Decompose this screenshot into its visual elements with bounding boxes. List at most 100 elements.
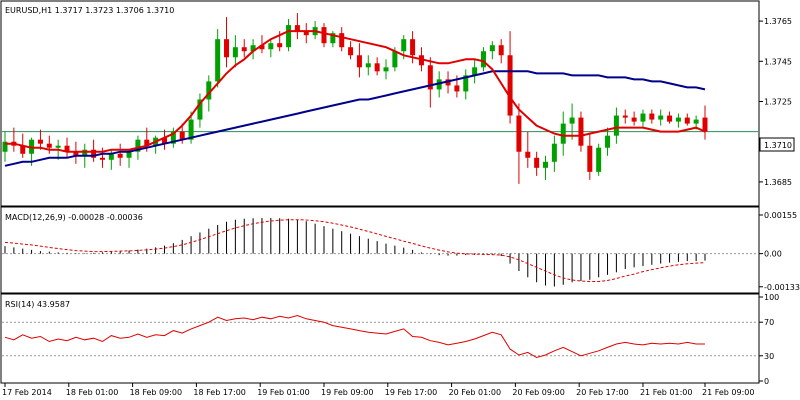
candle-body bbox=[303, 31, 309, 36]
candle-body bbox=[374, 63, 380, 72]
candle-body bbox=[356, 55, 362, 68]
current-price-tag bbox=[759, 137, 795, 152]
macd-signal-line bbox=[4, 219, 706, 282]
candle-body bbox=[649, 113, 655, 120]
x-axis-tick-label: 20 Feb 09:00 bbox=[512, 388, 564, 397]
candle-body bbox=[596, 147, 602, 172]
x-axis-tick-label: 21 Feb 09:00 bbox=[702, 388, 754, 397]
macd-axis-tick-label: 0.00 bbox=[764, 250, 782, 259]
rsi-header: RSI(14) 43.9587 bbox=[5, 300, 70, 309]
candle-body bbox=[658, 115, 664, 120]
candle-body bbox=[693, 119, 699, 124]
axes: 1.37651.37451.37251.37051.36850.001550.0… bbox=[2, 17, 800, 397]
candle-body bbox=[525, 151, 531, 158]
candle-body bbox=[161, 137, 167, 144]
x-axis-tick-label: 20 Feb 01:00 bbox=[449, 388, 501, 397]
candle-body bbox=[197, 99, 203, 120]
candle-body bbox=[427, 65, 433, 90]
candle-body bbox=[2, 141, 8, 152]
candle-body bbox=[498, 45, 504, 56]
x-axis-tick-label: 19 Feb 09:00 bbox=[321, 388, 373, 397]
symbol-header: EURUSD,H1 1.3717 1.3723 1.3706 1.3710 bbox=[5, 6, 174, 15]
price-series bbox=[2, 13, 758, 184]
candle-body bbox=[277, 43, 283, 48]
macd-axis-tick-label: -0.00133 bbox=[764, 283, 800, 292]
candle-body bbox=[383, 67, 389, 72]
candle-body bbox=[702, 117, 708, 132]
candle-body bbox=[135, 139, 141, 152]
x-axis-tick-label: 18 Feb 01:00 bbox=[66, 388, 118, 397]
x-axis-tick-label: 19 Feb 01:00 bbox=[257, 388, 309, 397]
candle-body bbox=[392, 51, 398, 68]
candle-body bbox=[454, 85, 460, 92]
candle-body bbox=[534, 157, 540, 168]
candle-body bbox=[605, 135, 611, 148]
x-axis-tick-label: 20 Feb 17:00 bbox=[576, 388, 628, 397]
candle-body bbox=[64, 145, 70, 152]
rsi-axis-tick-label: 100 bbox=[764, 293, 779, 302]
candle-body bbox=[241, 47, 247, 52]
candle-body bbox=[321, 27, 327, 44]
candle-body bbox=[684, 117, 690, 124]
candle-body bbox=[259, 45, 265, 50]
current-price-label: 1.3710 bbox=[764, 141, 792, 150]
x-axis-tick-label: 18 Feb 17:00 bbox=[193, 388, 245, 397]
candle-body bbox=[330, 33, 336, 44]
candle-body bbox=[339, 33, 345, 48]
candle-body bbox=[516, 115, 522, 152]
candle-body bbox=[286, 25, 292, 48]
rsi-panel bbox=[0, 293, 760, 384]
macd-axis-tick-label: 0.00155 bbox=[764, 211, 797, 220]
price-axis-tick-label: 1.3765 bbox=[764, 17, 792, 26]
candle-body bbox=[73, 151, 79, 156]
candle-body bbox=[20, 145, 26, 154]
candle-body bbox=[613, 115, 619, 136]
macd-series bbox=[2, 217, 758, 287]
candle-body bbox=[82, 149, 88, 156]
macd-panel bbox=[0, 206, 760, 294]
candle-body bbox=[631, 117, 637, 122]
candle-body bbox=[507, 55, 513, 116]
rsi-axis-tick-label: 30 bbox=[764, 352, 774, 361]
x-axis-tick-label: 18 Feb 09:00 bbox=[130, 388, 182, 397]
x-axis-tick-label: 21 Feb 01:00 bbox=[640, 388, 692, 397]
candle-body bbox=[250, 45, 256, 52]
rsi-series bbox=[2, 314, 758, 359]
candle-body bbox=[578, 117, 584, 146]
candle-body bbox=[587, 145, 593, 172]
price-axis-tick-label: 1.3685 bbox=[764, 178, 792, 187]
candle-body bbox=[224, 39, 230, 58]
price-panel bbox=[0, 0, 760, 207]
candle-body bbox=[480, 51, 486, 68]
candle-body bbox=[410, 39, 416, 56]
candle-body bbox=[206, 81, 212, 100]
candle-body bbox=[472, 67, 478, 76]
candle-body bbox=[640, 113, 646, 122]
price-axis-tick-label: 1.3745 bbox=[764, 57, 792, 66]
candle-body bbox=[188, 119, 194, 140]
candle-body bbox=[622, 115, 628, 118]
candle-body bbox=[463, 75, 469, 92]
candle-body bbox=[543, 161, 549, 168]
candle-body bbox=[348, 47, 354, 56]
macd-header: MACD(12,26,9) -0.00028 -0.00036 bbox=[5, 213, 143, 222]
rsi-axis-tick-label: 70 bbox=[764, 318, 774, 327]
candle-body bbox=[294, 25, 300, 32]
rsi-line bbox=[4, 314, 705, 359]
candle-body bbox=[170, 131, 176, 144]
candle-body bbox=[46, 143, 52, 148]
ma-slow-line bbox=[4, 70, 706, 167]
candle-body bbox=[489, 45, 495, 52]
candle-body bbox=[99, 157, 105, 160]
candle-body bbox=[108, 153, 114, 160]
rsi-axis-tick-label: 0 bbox=[764, 377, 769, 386]
candle-body bbox=[37, 139, 43, 144]
candle-body bbox=[551, 143, 557, 162]
candle-body bbox=[667, 115, 673, 122]
x-axis-tick-label: 17 Feb 2014 bbox=[2, 388, 52, 397]
candle-body bbox=[55, 145, 61, 148]
candle-body bbox=[126, 151, 132, 158]
candle-body bbox=[560, 123, 566, 144]
